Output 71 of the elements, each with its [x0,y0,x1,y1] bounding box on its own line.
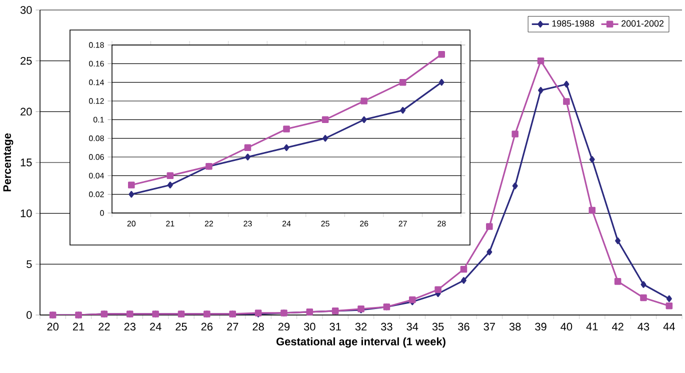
y-tick-label: 0 [26,311,32,319]
point [128,182,135,188]
point [563,98,570,105]
x-tick-label: 23 [124,322,136,331]
point [244,154,250,160]
x-tick-label: 25 [176,322,187,331]
point [666,302,673,310]
point [399,78,406,86]
x-tick-label: 28 [252,322,264,331]
point [640,294,647,302]
x-tick-label: 41 [586,322,598,330]
point [589,156,595,163]
point [438,78,444,86]
x-tick-label: 26 [201,322,213,331]
y-tick-label: 25 [20,56,32,65]
point [244,144,252,152]
y-tick-label: 30 [20,6,32,14]
point [564,80,570,88]
point [486,248,492,256]
point [614,278,622,285]
x-tick-label: 30 [304,322,316,331]
y-tick-label: 15 [20,158,32,166]
point [400,106,406,114]
x-tick-label: 21 [72,322,84,330]
point [640,281,646,288]
legend-label: 2001-2002 [622,20,664,27]
x-tick-label: 22 [98,322,110,330]
x-tick-label: 43 [638,322,650,331]
x-tick-label: 31 [330,322,341,331]
x-tick-label: 34 [406,322,418,331]
point [166,172,174,180]
y-axis-title: Percentage [3,133,14,192]
point [322,134,328,142]
x-tick-label: 38 [509,322,521,331]
point [128,190,134,198]
x-tick-label: 33 [381,322,392,331]
x-tick-label: 29 [278,322,290,331]
x-tick-label: 39 [535,322,546,331]
point [284,144,290,152]
x-tick-label: 32 [355,322,367,331]
point [537,57,544,64]
point [360,98,368,104]
point [615,237,621,244]
point [486,223,493,230]
x-tick-label: 36 [458,322,470,331]
x-tick-label: 42 [612,322,624,330]
x-tick-label: 40 [560,322,572,331]
point [361,116,367,124]
y-tick-label: 10 [20,209,32,218]
point [167,182,173,188]
point [588,206,596,214]
x-tick-label: 37 [484,322,495,331]
x-tick-label: 44 [663,322,675,330]
point [322,116,329,124]
y-tick-label: 20 [20,108,32,116]
point [512,130,518,138]
x-tick-label: 27 [227,322,238,330]
x-axis-title: Gestational age interval (1 week) [276,337,446,348]
x-tick-label: 24 [150,322,162,330]
point [512,182,518,190]
y-tick-label: 5 [26,260,32,268]
point [434,286,442,293]
point [460,266,468,273]
x-tick-label: 20 [47,322,58,331]
x-tick-label: 35 [432,322,444,331]
point [438,50,446,58]
legend-label: 1985-1988 [552,20,594,27]
point [666,295,672,302]
point [538,86,544,94]
point [460,277,466,284]
point [283,126,290,132]
